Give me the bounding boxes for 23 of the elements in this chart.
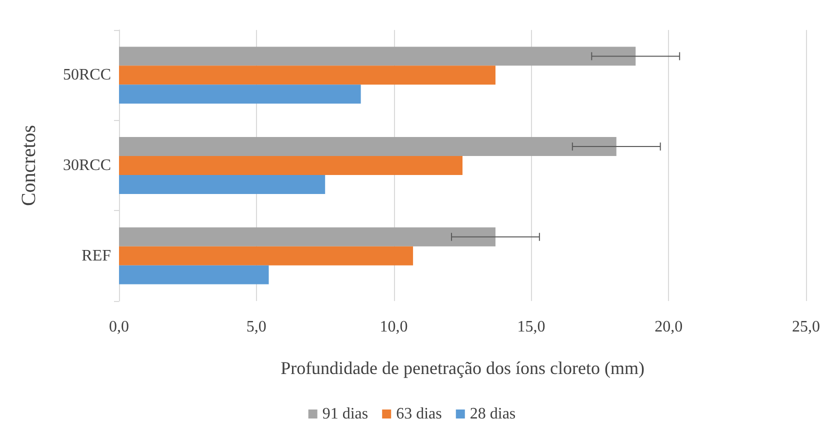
bar xyxy=(119,84,361,104)
bar xyxy=(119,174,326,194)
y-tick-label: 30RCC xyxy=(62,157,111,174)
x-tick-label: 15,0 xyxy=(517,318,546,336)
y-tick-label: 50RCC xyxy=(62,66,111,84)
bar xyxy=(119,227,496,246)
bar xyxy=(119,137,616,156)
x-tick-label: 20,0 xyxy=(654,318,683,336)
y-tick-label: REF xyxy=(82,247,112,264)
x-tick-label: 25,0 xyxy=(792,318,820,336)
x-tick-label: 5,0 xyxy=(246,318,266,336)
y-axis-title: Concretos xyxy=(18,124,40,206)
legend-label: 63 dias xyxy=(396,406,442,422)
x-tick-label: 10,0 xyxy=(380,318,408,336)
x-axis-title: Profundidade de penetração dos íons cloreto (mm) xyxy=(280,358,644,378)
legend-label: 28 dias xyxy=(470,406,516,422)
bar xyxy=(119,46,636,66)
bar xyxy=(119,246,414,266)
bar xyxy=(119,66,496,85)
bar xyxy=(119,156,462,175)
legend-label: 91 dias xyxy=(322,406,368,422)
bar xyxy=(119,265,269,284)
x-tick-label: 0,0 xyxy=(109,318,129,336)
